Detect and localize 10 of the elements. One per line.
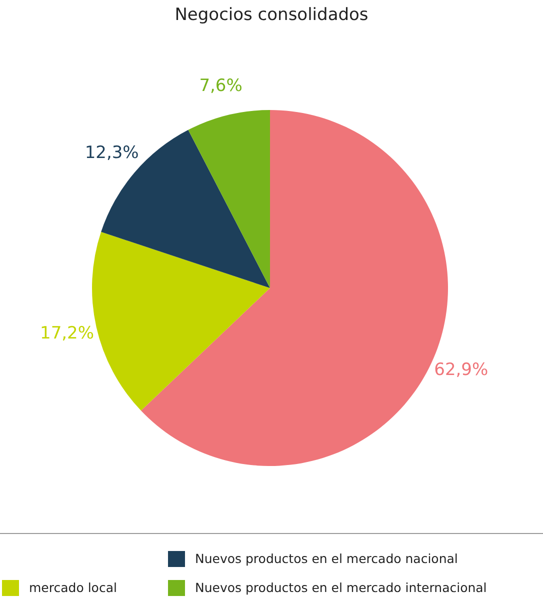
chart-title: Negocios consolidados [174,5,370,25]
data-label: 62,9% [434,360,488,380]
data-label: 17,2% [40,323,94,344]
legend-label: Nuevos productos en el mercado internacional [195,580,487,595]
data-label: 7,6% [199,76,242,96]
pie-slice [188,110,270,288]
pie-slice [92,232,270,411]
legend-label: mercado local [29,580,117,595]
legend-label: Nuevos productos en el mercado nacional [195,551,458,566]
data-label: 12,3% [84,142,139,163]
